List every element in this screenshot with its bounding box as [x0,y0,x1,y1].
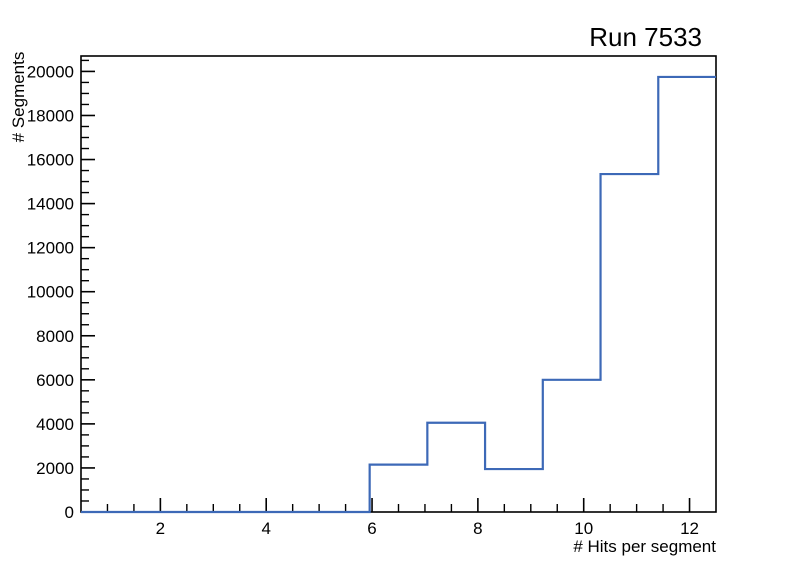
x-tick-label: 10 [574,519,593,538]
x-tick-label: 8 [473,519,482,538]
plot-layers: 2 4 6 8 10 12 0 2000 4000 6000 8000 10000 12000 14000… [27,55,717,538]
y-tick-label: 18000 [27,106,74,125]
x-tick-label: 2 [156,519,165,538]
y-axis-title: # Segments [9,52,28,143]
y-tick-label: 4000 [36,415,74,434]
y-tick-label: 6000 [36,371,74,390]
histogram-line [81,75,716,514]
y-tick-label: 12000 [27,239,74,258]
y-tick-label: 10000 [27,283,74,302]
y-tick-label: 2000 [36,459,74,478]
x-tick-label: 12 [680,519,699,538]
y-tick-label: 8000 [36,327,74,346]
plot-frame [80,55,717,513]
chart-title: Run 7533 [589,22,702,52]
x-tick-label: 4 [261,519,270,538]
y-tick-label: 16000 [27,151,74,170]
y-tick-label: 14000 [27,195,74,214]
y-tick-label: 0 [65,503,74,522]
x-tick-label: 6 [367,519,376,538]
y-tick-label: 20000 [27,62,74,81]
x-axis-title: # Hits per segment [573,537,716,556]
